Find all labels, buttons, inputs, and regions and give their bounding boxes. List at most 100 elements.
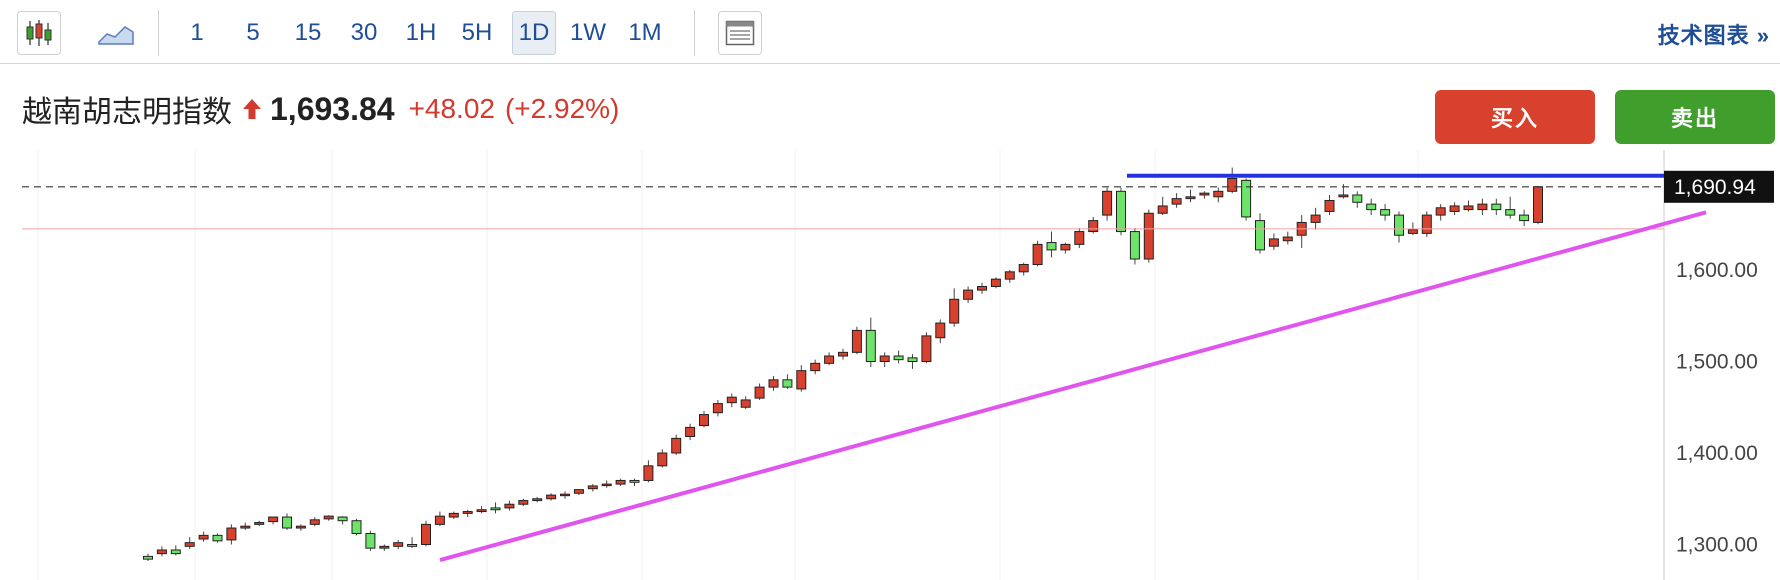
y-axis-ticks: 1,300.00 1,400.00 1,500.00 1,600.00	[1676, 259, 1758, 557]
chart-toolbar: 1 5 15 30 1H 5H 1D 1W 1M 技术图表 »	[0, 0, 1780, 64]
candle	[1241, 178, 1252, 221]
candle	[1449, 202, 1460, 216]
candle	[949, 288, 960, 327]
timeframe-5h[interactable]: 5H	[461, 19, 493, 46]
candle	[865, 317, 876, 367]
candle	[254, 520, 265, 527]
candle	[546, 493, 557, 501]
candle	[1421, 211, 1432, 238]
up-arrow-icon	[242, 98, 262, 120]
candle	[907, 354, 918, 369]
candle	[879, 352, 890, 367]
candle	[184, 537, 195, 550]
candlestick-chart-icon[interactable]	[17, 11, 61, 55]
last-price-tag-label: 1,690.94	[1674, 176, 1756, 199]
area-chart-icon[interactable]	[94, 11, 138, 55]
candle	[963, 286, 974, 303]
candle	[1060, 242, 1071, 254]
timeframe-15[interactable]: 15	[294, 19, 322, 46]
y-tick-label: 1,500.00	[1676, 351, 1758, 374]
candle	[476, 506, 487, 514]
candle	[323, 515, 334, 521]
candle	[143, 553, 153, 561]
candle	[573, 489, 584, 496]
candle	[601, 480, 612, 488]
candle	[851, 326, 862, 355]
candle	[726, 393, 737, 408]
candle	[170, 545, 181, 556]
candle-series	[143, 167, 1543, 561]
price-change-percent: (+2.92%)	[504, 93, 620, 124]
candle	[1533, 185, 1543, 225]
candle	[1352, 191, 1363, 208]
timeframe-1m[interactable]: 1M	[628, 19, 662, 46]
candle	[532, 496, 543, 503]
candle	[629, 478, 640, 486]
candle	[782, 374, 793, 389]
timeframe-1w[interactable]: 1W	[570, 19, 606, 46]
candle	[615, 478, 626, 486]
sell-button[interactable]: 卖出	[1615, 90, 1775, 144]
candle	[282, 513, 292, 530]
candle	[1116, 187, 1126, 236]
candle	[560, 491, 570, 499]
timeframe-1h[interactable]: 1H	[405, 19, 437, 46]
candle	[796, 365, 807, 392]
candle	[935, 319, 946, 344]
candle	[240, 522, 251, 530]
candle	[1338, 183, 1349, 199]
candle	[1435, 204, 1446, 221]
candle	[212, 533, 223, 543]
candle	[198, 531, 209, 542]
candle	[921, 332, 932, 364]
candle	[1268, 233, 1279, 250]
candle	[1074, 227, 1085, 249]
support-trendline[interactable]	[439, 210, 1707, 562]
buy-button[interactable]: 买入	[1435, 90, 1595, 144]
candle	[407, 537, 418, 549]
candle	[504, 500, 515, 511]
candle	[1129, 227, 1140, 265]
y-tick-label: 1,400.00	[1676, 442, 1758, 465]
candle	[768, 376, 779, 391]
candle	[712, 399, 723, 417]
candle	[1463, 200, 1474, 212]
candle	[226, 524, 237, 545]
candle	[1491, 198, 1502, 216]
candle	[824, 352, 835, 366]
candle	[490, 502, 501, 514]
technical-chart-link[interactable]: 技术图表 »	[1657, 23, 1770, 48]
candle	[365, 530, 376, 551]
candle	[1213, 187, 1224, 203]
price-change: +48.02	[408, 93, 495, 124]
candle	[1157, 196, 1168, 216]
candle	[587, 484, 598, 492]
timeframe-1d[interactable]: 1D	[512, 11, 556, 55]
candle	[1018, 262, 1029, 276]
candle	[462, 509, 473, 518]
timeframe-5[interactable]: 5	[246, 19, 260, 46]
candle	[1088, 216, 1099, 234]
candle	[1324, 194, 1335, 216]
timeframe-1[interactable]: 1	[190, 19, 204, 46]
candle	[1394, 211, 1404, 243]
candle	[671, 434, 682, 455]
candle	[1282, 231, 1293, 245]
candle	[309, 517, 320, 527]
candle	[685, 423, 696, 441]
chart-layout-icon[interactable]	[718, 11, 762, 55]
last-price: 1,693.84	[270, 90, 395, 127]
candle	[1032, 240, 1043, 267]
toolbar-divider	[694, 10, 695, 56]
chart-grid	[37, 150, 1419, 580]
candle	[1004, 270, 1015, 283]
candle	[156, 546, 167, 557]
timeframe-30[interactable]: 30	[350, 19, 378, 46]
candle	[1199, 191, 1210, 199]
candle	[268, 516, 279, 525]
instrument-name: 越南胡志明指数	[22, 96, 232, 129]
candle	[1143, 209, 1154, 263]
candle	[1255, 213, 1265, 254]
candle	[1171, 193, 1182, 208]
candlestick-chart[interactable]: 1,300.00 1,400.00 1,500.00 1,600.00 1,690.9…	[0, 150, 1780, 580]
